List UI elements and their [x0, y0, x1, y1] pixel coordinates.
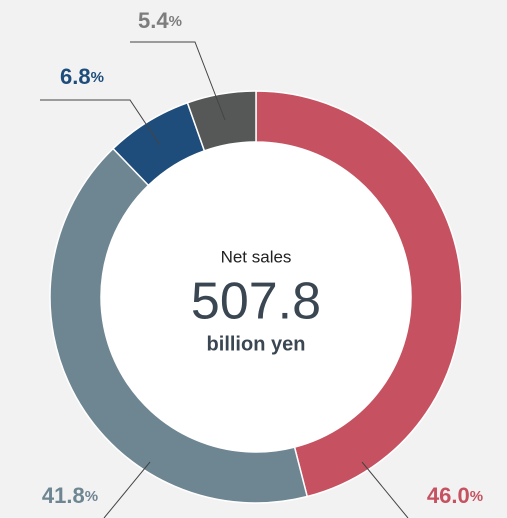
center-title: Net sales [221, 247, 292, 266]
label-number: 41.8 [42, 483, 85, 508]
leader-line [40, 99, 161, 146]
data-label: 46.0% [427, 483, 483, 508]
leader-line [103, 461, 151, 518]
donut [49, 90, 463, 504]
donut-hole [101, 142, 411, 452]
data-label: 6.8% [60, 64, 104, 89]
label-unit: % [470, 488, 483, 505]
label-unit: % [91, 69, 104, 86]
leader-line [361, 461, 409, 518]
label-number: 46.0 [427, 483, 470, 508]
label-unit: % [169, 13, 182, 30]
label-number: 6.8 [60, 64, 91, 89]
label-unit: % [85, 488, 98, 505]
label-number: 5.4 [138, 8, 169, 33]
data-label: 5.4% [138, 8, 182, 33]
leader-line [130, 41, 226, 121]
center-unit: billion yen [207, 333, 306, 355]
center-value: 507.8 [191, 273, 321, 331]
data-label: 41.8% [42, 483, 98, 508]
